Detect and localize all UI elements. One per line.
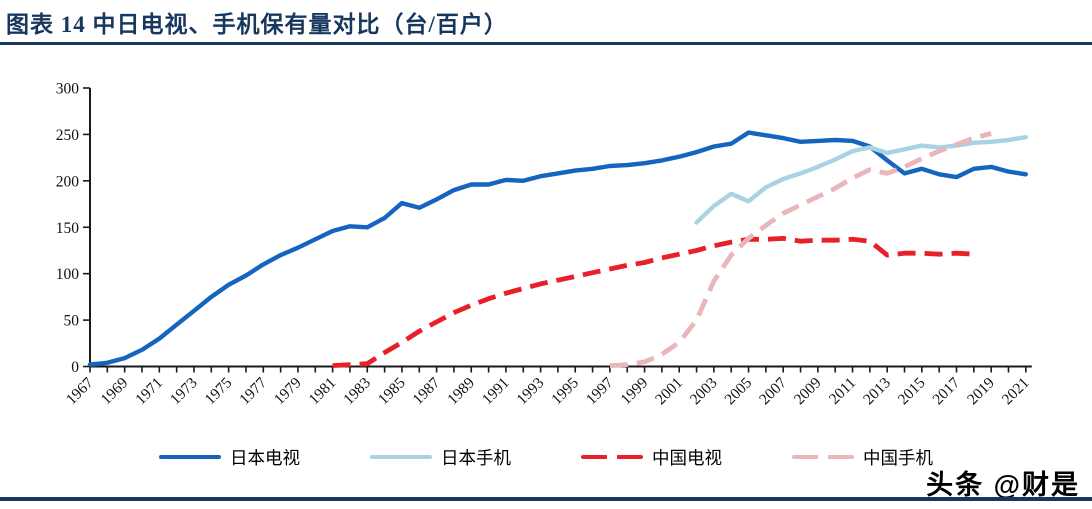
x-tick-label: 1971 [132, 374, 166, 408]
y-tick-label: 200 [56, 173, 80, 190]
x-tick-label: 1967 [63, 374, 97, 408]
x-tick-label: 2019 [964, 374, 998, 408]
legend-label-china-mobile: 中国手机 [863, 447, 933, 468]
y-tick-label: 100 [56, 266, 80, 283]
x-tick-label: 2021 [999, 374, 1033, 408]
series-line-0 [87, 130, 1029, 367]
x-tick-label: 1977 [236, 374, 270, 408]
x-tick-label: 1985 [375, 374, 409, 408]
x-tick-label: 2015 [895, 374, 929, 408]
x-tick-label: 2003 [687, 374, 721, 408]
x-tick-label: 1975 [202, 374, 236, 408]
x-tick-label: 1987 [409, 374, 443, 408]
legend-item-china-mobile: 中国手机 [792, 445, 933, 470]
y-tick-label: 250 [56, 127, 80, 144]
legend-label-japan-tv: 日本电视 [230, 447, 300, 468]
chart-title: 图表 14 中日电视、手机保有量对比（台/百户） [6, 12, 508, 37]
x-tick-label: 1989 [444, 374, 478, 408]
chart-legend: 日本电视 日本手机 中国电视 中国手机 [0, 444, 1092, 470]
x-tick-label: 2007 [756, 374, 790, 408]
legend-item-japan-mobile: 日本手机 [370, 445, 511, 470]
footer-rule [0, 497, 1092, 501]
legend-label-japan-mobile: 日本手机 [441, 447, 511, 468]
x-tick-label: 1981 [306, 374, 340, 408]
y-tick-label: 0 [71, 359, 79, 376]
legend-item-japan-tv: 日本电视 [159, 445, 300, 470]
legend-item-china-tv: 中国电视 [581, 445, 722, 470]
legend-line-japan-tv [159, 454, 221, 460]
x-tick-label: 2013 [860, 374, 894, 408]
x-tick-label: 1999 [617, 374, 651, 408]
title-underline [0, 42, 1092, 45]
y-tick-label: 150 [56, 220, 80, 237]
x-tick-label: 2001 [652, 374, 686, 408]
x-tick-label: 1997 [583, 374, 617, 408]
x-tick-label: 2005 [721, 374, 755, 408]
legend-line-china-mobile [792, 454, 854, 460]
series-line-3 [609, 131, 992, 368]
x-tick-label: 1983 [340, 374, 374, 408]
legend-label-china-tv: 中国电视 [652, 447, 722, 468]
legend-line-china-tv [581, 454, 643, 460]
x-tick-label: 1991 [479, 374, 513, 408]
x-tick-label: 2011 [826, 374, 860, 408]
series-line-2 [332, 235, 974, 368]
y-tick-label: 300 [56, 81, 80, 98]
series-line-1 [694, 134, 1029, 225]
x-tick-label: 1969 [98, 374, 132, 408]
x-tick-label: 1993 [513, 374, 547, 408]
x-tick-label: 2017 [929, 374, 963, 408]
watermark-text: 头条 @财是 [926, 470, 1080, 500]
y-tick-label: 50 [64, 313, 80, 330]
axis-lines [89, 88, 1032, 368]
x-tick-label: 1973 [167, 374, 201, 408]
x-tick-label: 2009 [791, 374, 825, 408]
legend-line-japan-mobile [370, 454, 432, 460]
x-tick-label: 1995 [548, 374, 582, 408]
x-tick-label: 1979 [271, 374, 305, 408]
